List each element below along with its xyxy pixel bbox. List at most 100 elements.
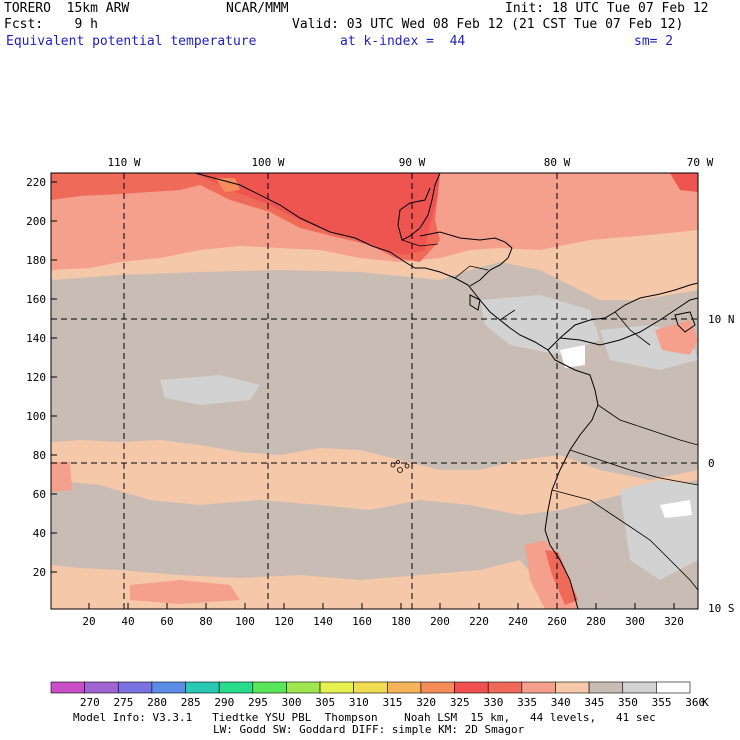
lat-lon-grid <box>51 173 698 609</box>
left-tick-label: 60 <box>33 488 46 501</box>
colorbar-swatch <box>319 681 354 694</box>
colorbar-label: 320 <box>416 696 436 709</box>
left-tick-label: 40 <box>33 527 46 540</box>
bottom-tick-labels: 20 40 60 80 100 120 140 160 180 200 220 … <box>82 615 684 628</box>
longitude-label: 80 W <box>544 156 571 169</box>
bottom-tick-label: 280 <box>586 615 606 628</box>
colorbar-swatch <box>353 681 388 694</box>
bottom-tick-label: 160 <box>352 615 372 628</box>
colorbar-label: 285 <box>181 696 201 709</box>
field-zone-340-ne <box>655 320 698 355</box>
colorbar-swatch <box>588 681 624 694</box>
latitude-label: 10 N <box>708 313 735 326</box>
colorbar-swatch <box>117 681 153 694</box>
longitude-label: 70 W <box>687 156 714 169</box>
colorbar-label: 335 <box>517 696 537 709</box>
colorbar-label: 270 <box>80 696 100 709</box>
field-zone-355-a <box>160 375 260 405</box>
map-frame <box>50 172 699 610</box>
field-zone-355-b <box>480 295 600 355</box>
left-tick-labels: 220 200 180 160 140 120 100 80 60 40 20 <box>26 176 46 579</box>
field-spot-ne-330 <box>670 173 698 192</box>
left-tick-label: 180 <box>26 254 46 267</box>
left-tick-label: 220 <box>26 176 46 189</box>
organization-label: NCAR/MMM <box>226 1 289 16</box>
map-plot-area <box>51 173 698 609</box>
colorbar-label: 310 <box>349 696 369 709</box>
colorbar-label: 340 <box>551 696 571 709</box>
init-time: Init: 18 UTC Tue 07 Feb 12 <box>505 1 709 16</box>
latitude-labels: 10 N 0 10 S <box>708 313 735 615</box>
bottom-tick-label: 60 <box>160 615 173 628</box>
colorbar-swatch <box>84 681 119 694</box>
bottom-tick-label: 240 <box>508 615 528 628</box>
colorbar-swatch <box>252 681 287 694</box>
physics-info-line: LW: Godd SW: Goddard DIFF: simple KM: 2D… <box>213 723 525 736</box>
colorbar-label: 275 <box>114 696 134 709</box>
colorbar-swatch <box>387 681 422 694</box>
field-name: Equivalent potential temperature <box>6 34 257 49</box>
bottom-tick-label: 260 <box>547 615 567 628</box>
colorbar-swatch <box>487 681 523 694</box>
bottom-tick-marks <box>88 603 675 609</box>
colorbar-swatch <box>185 681 220 694</box>
country-borders <box>401 239 698 591</box>
colorbar-label: 330 <box>483 696 503 709</box>
bottom-tick-label: 80 <box>199 615 212 628</box>
longitude-labels: 110 W 100 W 90 W 80 W 70 W <box>107 156 713 169</box>
colorbar-swatch <box>286 681 321 694</box>
colorbar-label: 345 <box>584 696 604 709</box>
colorbar-label: 350 <box>618 696 638 709</box>
bottom-tick-label: 40 <box>121 615 134 628</box>
forecast-hour: Fcst: 9 h <box>4 17 98 32</box>
longitude-label: 90 W <box>399 156 426 169</box>
colorbar-label: 325 <box>450 696 470 709</box>
bottom-tick-label: 300 <box>625 615 645 628</box>
model-info-line: Model Info: V3.3.1 Tiedtke YSU PBL Thomp… <box>73 711 656 724</box>
valid-time: Valid: 03 UTC Wed 08 Feb 12 (21 CST Tue … <box>292 17 684 32</box>
bottom-tick-label: 20 <box>82 615 95 628</box>
coastlines <box>194 173 698 609</box>
field-zone-340-sw <box>130 580 240 604</box>
colorbar-swatch <box>50 681 85 694</box>
longitude-label: 100 W <box>251 156 284 169</box>
colorbar-label: 355 <box>652 696 672 709</box>
field-zone-335-peru <box>545 550 578 605</box>
colorbar-label: 305 <box>315 696 335 709</box>
field-zone-340-west <box>51 462 72 492</box>
bottom-tick-label: 100 <box>235 615 255 628</box>
left-tick-label: 80 <box>33 449 46 462</box>
model-title: TORERO 15km ARW <box>4 1 130 16</box>
field-zone-360-b <box>560 345 585 368</box>
smoothing-label: sm= 2 <box>634 34 674 49</box>
latitude-label: 10 S <box>708 602 735 615</box>
colorbar-swatch <box>218 681 254 694</box>
field-spot-325 <box>215 178 240 192</box>
colorbar-label: 280 <box>147 696 167 709</box>
bottom-tick-label: 140 <box>313 615 333 628</box>
left-tick-label: 140 <box>26 332 46 345</box>
left-tick-label: 120 <box>26 371 46 384</box>
latitude-label: 0 <box>708 457 715 470</box>
colorbar-swatch <box>454 681 489 694</box>
left-tick-label: 100 <box>26 410 46 423</box>
colorbar-swatch <box>555 681 590 694</box>
left-tick-label: 200 <box>26 215 46 228</box>
left-tick-marks <box>51 181 57 573</box>
bottom-tick-label: 200 <box>430 615 450 628</box>
level-label: at k-index = 44 <box>340 34 466 49</box>
colorbar-label: 295 <box>248 696 268 709</box>
colorbar-swatch <box>420 681 455 694</box>
longitude-label: 110 W <box>107 156 140 169</box>
colorbar-swatch <box>656 681 691 694</box>
colorbar-label: 290 <box>214 696 234 709</box>
field-zone-360 <box>660 500 692 518</box>
colorbar-swatch <box>622 681 657 694</box>
colorbar: 270 275 280 285 290 295 300 305 310 315 320 325 330 3… <box>50 681 709 709</box>
colorbar-swatch <box>151 681 186 694</box>
bottom-tick-label: 320 <box>664 615 684 628</box>
bottom-tick-label: 120 <box>274 615 294 628</box>
left-tick-label: 160 <box>26 293 46 306</box>
colorbar-label: 360 <box>685 696 705 709</box>
